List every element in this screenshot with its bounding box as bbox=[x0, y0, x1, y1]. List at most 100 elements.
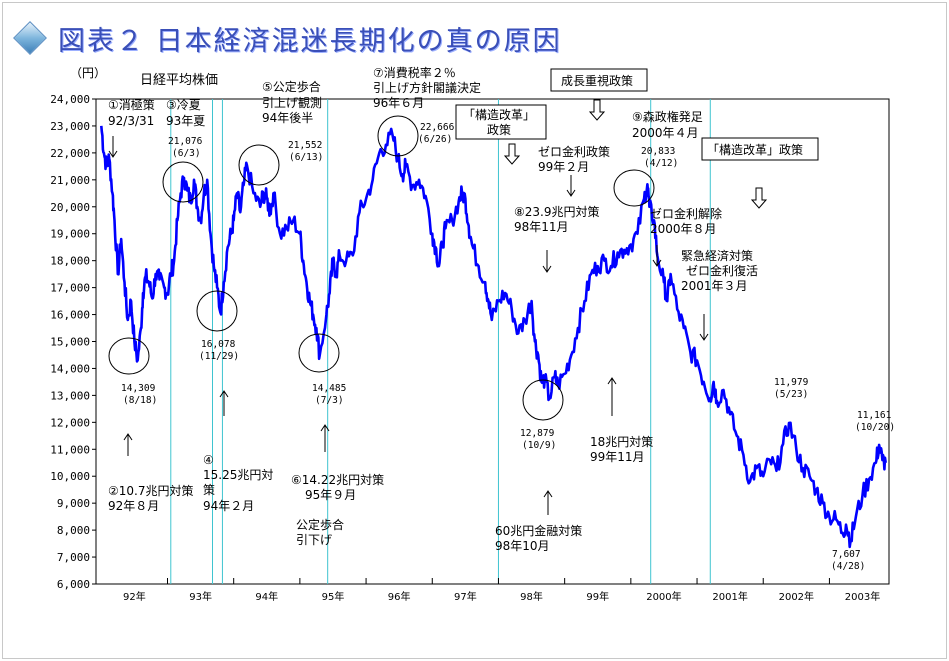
y-tick-label: 9,000 bbox=[57, 497, 90, 510]
arrow-up-4 bbox=[219, 390, 229, 416]
x-tick-label: 93年 bbox=[189, 590, 212, 603]
y-tick-label: 19,000 bbox=[50, 228, 90, 241]
y-tick-label: 11,000 bbox=[50, 443, 90, 456]
box-kaikaku-1-line2: 政策 bbox=[487, 123, 511, 137]
note-kotei-line2: 引下げ bbox=[296, 533, 332, 547]
x-tick-label: 99年 bbox=[586, 590, 609, 603]
note-5-line1: ⑤公定歩合 bbox=[262, 79, 321, 94]
x-tick-label: 95年 bbox=[322, 590, 345, 603]
note-emerg-line3: 2001年３月 bbox=[681, 279, 748, 293]
circle-low-1998 bbox=[522, 379, 564, 421]
y-tick-label: 20,000 bbox=[50, 201, 90, 214]
value-label-9-date: (5/23) bbox=[774, 389, 808, 400]
note-zero1-line2: 99年２月 bbox=[538, 160, 589, 174]
slide-title: 図表２ 日本経済混迷長期化の真の原因 bbox=[58, 25, 562, 57]
value-label-11-date: (4/28) bbox=[831, 561, 865, 572]
note-8-line2: 98年11月 bbox=[514, 220, 569, 234]
circle-low-1992 bbox=[108, 337, 150, 375]
circle-low-1993 bbox=[196, 290, 238, 332]
value-label-5-price: 14,485 bbox=[312, 383, 346, 394]
value-label-9-price: 11,979 bbox=[774, 377, 809, 388]
note-emerg-line1: 緊急経済対策 bbox=[681, 248, 753, 263]
circle-high-1993 bbox=[162, 161, 204, 203]
note-7-line1: ⑦消費税率２％ bbox=[373, 65, 456, 80]
note-4-line4: 94年２月 bbox=[203, 499, 254, 513]
y-tick-label: 16,000 bbox=[50, 309, 90, 322]
y-tick-label: 13,000 bbox=[50, 389, 90, 402]
value-label-8-price: 20,833 bbox=[641, 146, 675, 157]
note-6-line1: ⑥14.22兆円対策 bbox=[291, 473, 384, 487]
note-7-line2: 引上げ方針閣議決定 bbox=[373, 80, 481, 95]
value-label-5-date: (7/3) bbox=[315, 395, 344, 406]
box-kaikaku-1 bbox=[455, 104, 547, 140]
note-4-line2: 15.25兆円対 bbox=[203, 468, 273, 482]
note-4-line1: ④ bbox=[203, 453, 214, 467]
box-kaikaku-2 bbox=[701, 137, 819, 161]
note-5-line2: 引上げ観測 bbox=[262, 96, 322, 110]
policy-boxes bbox=[455, 68, 819, 161]
arrow-up-6 bbox=[320, 424, 330, 452]
x-tick-label: 2002年 bbox=[779, 590, 814, 603]
value-label-8-date: (4/12) bbox=[644, 158, 678, 169]
value-label-4-price: 21,552 bbox=[288, 140, 322, 151]
y-tick-label: 8,000 bbox=[57, 524, 90, 537]
note-8-line1: ⑧23.9兆円対策 bbox=[514, 205, 599, 219]
y-unit-label: （円） bbox=[70, 66, 106, 80]
turning-point-circles bbox=[108, 115, 655, 421]
note-4-line3: 策 bbox=[203, 483, 215, 497]
box-kaikaku-1-line1: 「構造改革」 bbox=[463, 108, 535, 122]
circle-low-1995 bbox=[298, 333, 340, 373]
y-axis: 24,000 23,000 22,000 21,000 20,000 19,000 18,0… bbox=[50, 93, 96, 591]
value-label-6-date: (6/26) bbox=[418, 134, 452, 145]
arrow-down-emerg bbox=[699, 314, 709, 341]
value-label-2-date: (6/3) bbox=[172, 148, 201, 159]
value-label-7-price: 12,879 bbox=[520, 428, 555, 439]
note-7-line3: 96年６月 bbox=[373, 96, 424, 110]
box-growth bbox=[550, 68, 648, 92]
note-60-line1: 60兆円金融対策 bbox=[495, 523, 582, 538]
circle-high-2000 bbox=[613, 169, 655, 207]
value-label-3-price: 16,078 bbox=[201, 339, 236, 350]
y-tick-label: 12,000 bbox=[50, 416, 90, 429]
circle-high-1996 bbox=[377, 115, 419, 157]
x-tick-label: 94年 bbox=[255, 590, 278, 603]
arrow-down-8 bbox=[542, 250, 552, 273]
arrow-up-2 bbox=[123, 433, 133, 456]
hollow-arrow-kaikaku2 bbox=[750, 187, 768, 209]
note-kotei-line1: 公定歩合 bbox=[296, 517, 344, 532]
note-3-line2: 93年夏 bbox=[166, 114, 205, 128]
hollow-arrow-kaikaku1 bbox=[503, 143, 521, 165]
note-zero2-line2: 2000年８月 bbox=[650, 222, 717, 236]
note-zero1-line1: ゼロ金利政策 bbox=[538, 144, 610, 159]
note-1-line2: 92/3/31 bbox=[108, 114, 154, 128]
circle-high-1994 bbox=[238, 144, 280, 186]
nikkei-line bbox=[100, 125, 887, 549]
value-label-11-price: 7,607 bbox=[832, 549, 861, 560]
x-tick-label: 98年 bbox=[520, 590, 543, 603]
value-label-4-date: (6/13) bbox=[289, 152, 323, 163]
note-1-line1: ①消極策 bbox=[108, 97, 155, 112]
y-tick-label: 6,000 bbox=[57, 578, 90, 591]
value-label-10-date: (10/20) bbox=[855, 422, 895, 433]
chart-title: 日経平均株価 bbox=[140, 73, 218, 88]
y-tick-label: 22,000 bbox=[50, 147, 90, 160]
y-tick-label: 10,000 bbox=[50, 470, 90, 483]
note-2-line2: 92年８月 bbox=[108, 499, 159, 513]
value-label-1-price: 14,309 bbox=[121, 383, 156, 394]
y-tick-label: 15,000 bbox=[50, 336, 90, 349]
note-2-line1: ②10.7兆円対策 bbox=[108, 484, 193, 498]
event-lines bbox=[170, 99, 711, 584]
value-label-7-date: (10/9) bbox=[522, 440, 556, 451]
value-label-6-price: 22,666 bbox=[420, 122, 455, 133]
y-tick-label: 24,000 bbox=[50, 93, 90, 106]
value-label-3-date: (11/29) bbox=[199, 351, 239, 362]
y-tick-label: 7,000 bbox=[57, 551, 90, 564]
note-5-line3: 94年後半 bbox=[262, 111, 313, 125]
slide-header: 図表２ 日本経済混迷長期化の真の原因 bbox=[13, 18, 562, 58]
box-growth-text: 成長重視政策 bbox=[561, 73, 633, 88]
y-tick-label: 18,000 bbox=[50, 255, 90, 268]
arrow-up-18 bbox=[607, 377, 617, 416]
arrow-down-1 bbox=[108, 136, 118, 158]
